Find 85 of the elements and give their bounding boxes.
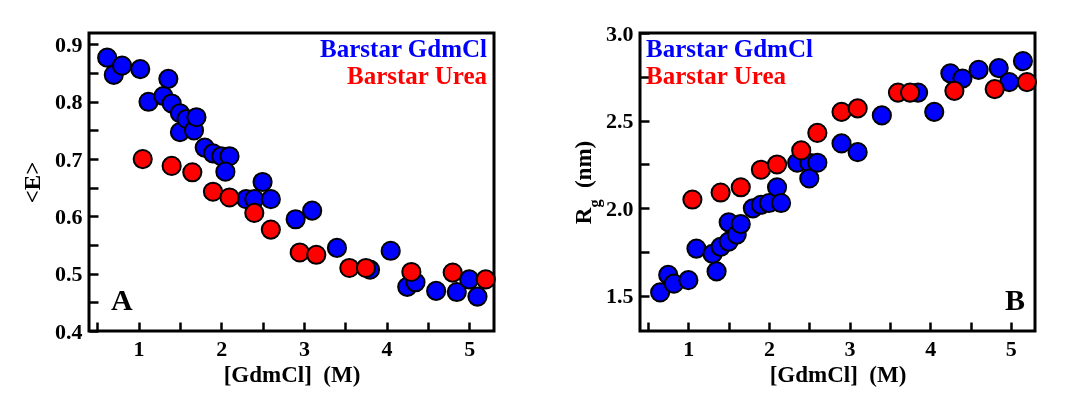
y-axis-title: <E> [20, 161, 45, 204]
point [706, 261, 727, 282]
point [161, 155, 182, 177]
point [202, 181, 224, 202]
point [831, 133, 852, 154]
point [847, 98, 868, 119]
text: Barstar GdmCl [320, 35, 488, 62]
point [686, 238, 707, 259]
point [988, 57, 1009, 79]
point [750, 159, 771, 180]
point [186, 107, 207, 128]
x-tick-label: 3 [298, 335, 310, 361]
x-tick-label: 1 [683, 335, 695, 361]
y-tick-label: 2.0 [606, 195, 634, 221]
point [244, 202, 265, 224]
x-tick-label: 2 [763, 335, 775, 361]
annotation: A [111, 283, 133, 316]
point [968, 59, 989, 80]
point [289, 242, 310, 263]
point [111, 55, 133, 76]
point [984, 79, 1005, 100]
y-tick-label: 1.5 [606, 283, 634, 309]
y-tick-label: 0.6 [55, 203, 83, 229]
point [871, 105, 892, 126]
point [766, 154, 788, 175]
y-tick-label: 3.0 [606, 20, 634, 46]
series-label: Barstar Urea [646, 62, 787, 89]
x-tick-label: 2 [216, 335, 228, 361]
point [285, 209, 306, 230]
point [158, 68, 179, 89]
y-tick-label: 0.9 [55, 31, 83, 57]
point [252, 171, 273, 193]
point [799, 168, 820, 189]
point [306, 244, 327, 265]
point [302, 200, 323, 221]
point [442, 262, 463, 283]
point [766, 177, 788, 198]
point [791, 140, 812, 161]
x-axis-title: [GdmCl] (M) [223, 361, 361, 387]
y-tick-label: 0.5 [55, 261, 83, 287]
point [1016, 72, 1038, 93]
x-tick-label: 3 [844, 335, 856, 361]
point [355, 257, 376, 279]
point [260, 189, 281, 210]
point [401, 261, 422, 283]
point [899, 82, 921, 103]
point [710, 182, 731, 203]
point [182, 162, 203, 183]
point [260, 219, 281, 240]
point [446, 281, 467, 303]
text: Barstar GdmCl [646, 35, 813, 62]
point [924, 101, 945, 122]
point [132, 149, 153, 170]
point [219, 187, 240, 208]
x-tick-label: 4 [925, 335, 937, 361]
point [944, 80, 965, 101]
point [831, 101, 852, 122]
point [807, 152, 828, 173]
point [770, 192, 792, 214]
point [215, 161, 236, 182]
x-axis-title: [GdmCl] (M) [769, 361, 907, 387]
point [847, 142, 868, 163]
x-tick-label: 5 [464, 335, 476, 361]
point [730, 214, 751, 235]
point [1012, 50, 1033, 72]
point [426, 280, 447, 301]
point [380, 240, 401, 261]
point [467, 286, 488, 307]
y-tick-label: 0.4 [55, 318, 83, 344]
x-tick-label: 5 [1005, 335, 1017, 361]
point [326, 237, 348, 258]
x-tick-label: 4 [381, 335, 393, 361]
x-tick-label: 1 [133, 335, 145, 361]
point [682, 189, 703, 210]
y-tick-label: 0.8 [55, 89, 83, 115]
point [678, 270, 699, 291]
y-tick-label: 0.7 [55, 146, 83, 172]
text: Barstar Urea [346, 62, 488, 89]
point [339, 257, 360, 279]
point [807, 122, 828, 143]
point [130, 59, 151, 80]
y-tick-label: 2.5 [606, 108, 634, 134]
point [475, 269, 496, 290]
point [730, 177, 751, 198]
annotation: B [1004, 283, 1025, 316]
